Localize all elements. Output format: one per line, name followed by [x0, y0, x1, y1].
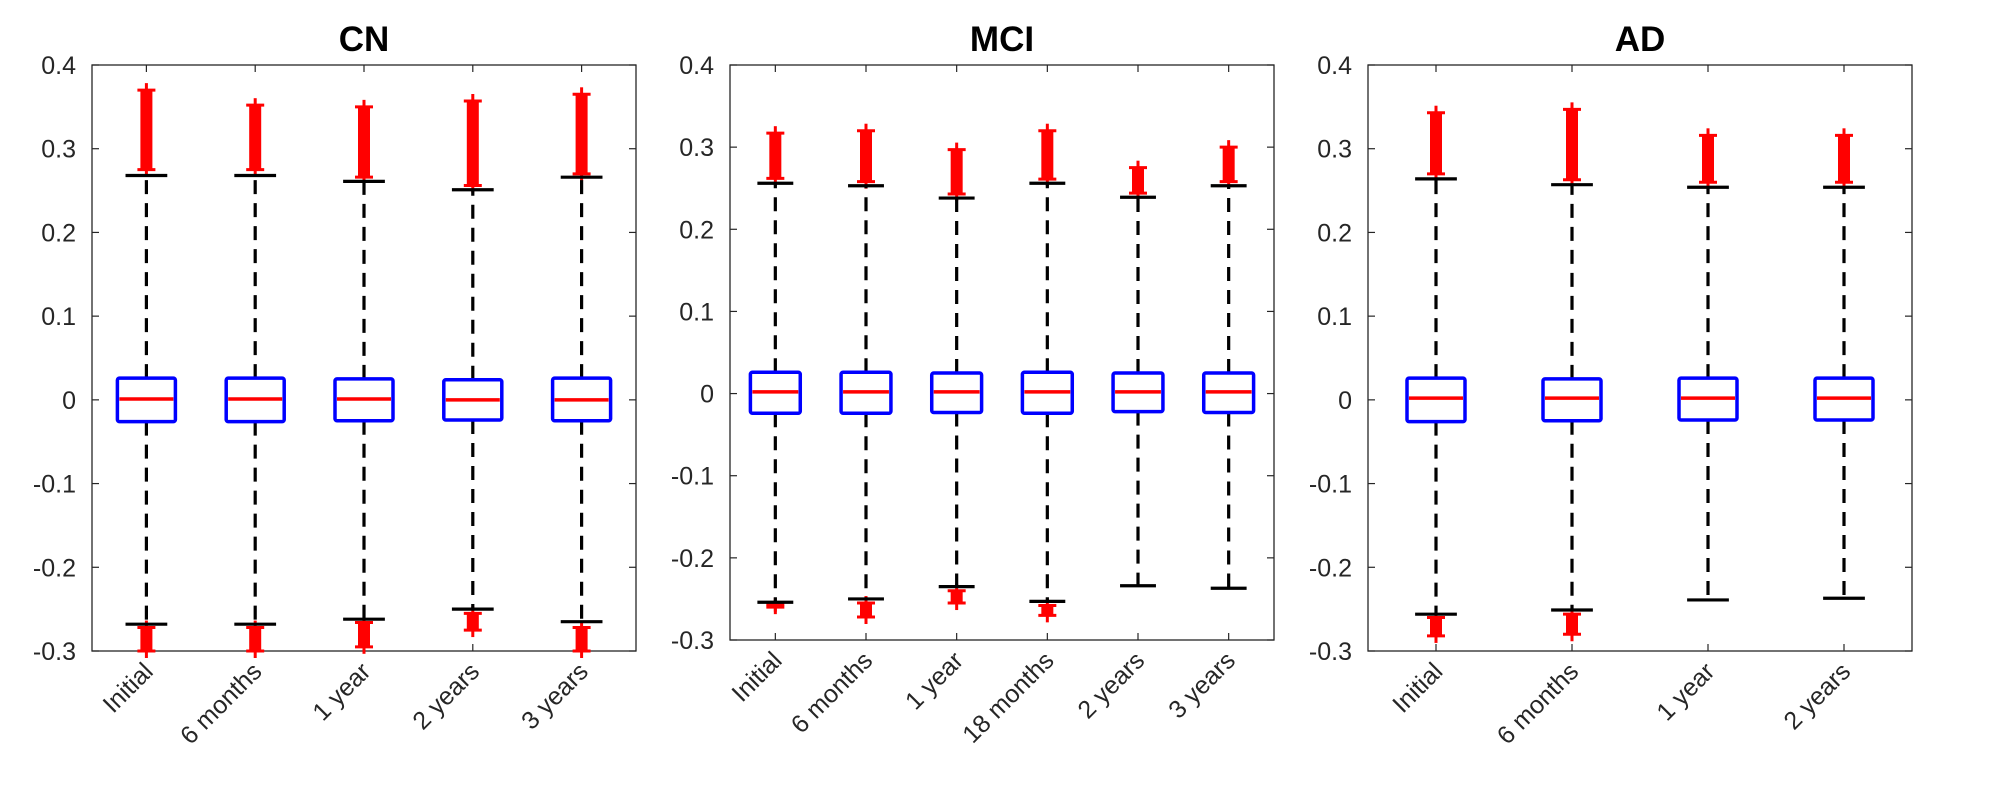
- x-tick-label: 18 months: [957, 646, 1059, 748]
- chart-title: CN: [339, 20, 390, 59]
- outliers-high-cluster: [769, 133, 782, 179]
- box-initial: Initial: [726, 65, 803, 708]
- y-tick-label: 0.1: [679, 298, 714, 326]
- y-tick-label: 0: [62, 387, 76, 415]
- outliers-low-cluster: [575, 627, 588, 651]
- x-tick-label: 6 months: [1492, 657, 1585, 750]
- outliers-low-cluster: [1430, 617, 1442, 636]
- box-2-years: 2 years: [407, 65, 504, 735]
- x-tick-label: Initial: [98, 657, 159, 718]
- chart-title: MCI: [970, 20, 1034, 59]
- box-iqr: [748, 370, 803, 416]
- outliers-high-cluster: [1702, 135, 1714, 183]
- box-iqr: [550, 376, 613, 423]
- outliers-high-cluster: [358, 106, 370, 178]
- y-tick-label: -0.3: [1309, 638, 1352, 666]
- x-tick-label: 3 years: [516, 657, 594, 735]
- box-iqr: [1111, 371, 1165, 414]
- axes-frame: [1367, 64, 1913, 652]
- x-tick-label: 6 months: [175, 657, 268, 750]
- box-1-year: 1 year: [1651, 65, 1739, 726]
- box-3-years: 3 years: [516, 65, 613, 735]
- box-iqr: [929, 371, 984, 415]
- x-tick-label: 3 years: [1163, 646, 1241, 724]
- y-tick-label: 0.4: [679, 52, 714, 80]
- x-tick-label: 1 year: [900, 646, 969, 715]
- outliers-high-cluster: [466, 100, 479, 186]
- outliers-low-cluster: [1566, 614, 1578, 635]
- x-tick-label: Initial: [726, 646, 787, 707]
- x-tick-label: 2 years: [1778, 657, 1856, 735]
- outliers-high-cluster: [1132, 167, 1144, 194]
- box-iqr: [1405, 376, 1467, 424]
- y-tick-label: 0.2: [1317, 219, 1352, 247]
- y-tick-label: 0.4: [41, 52, 76, 80]
- y-tick-label: -0.1: [33, 471, 76, 499]
- outliers-low-cluster: [249, 627, 262, 651]
- outliers-high-cluster: [249, 105, 262, 170]
- y-tick-label: -0.3: [33, 638, 76, 666]
- outliers-high-cluster: [860, 130, 872, 182]
- y-tick-label: -0.1: [671, 463, 714, 491]
- box-initial: Initial: [1387, 65, 1467, 719]
- y-tick-label: -0.3: [671, 627, 714, 655]
- y-tick-label: 0.2: [679, 216, 714, 244]
- panel-ad: AD -0.3 -0.2 -0.1 0 0.1 0.2 0.3 0.4 Initial 6 mont…: [1309, 20, 1913, 750]
- y-tick-label: -0.1: [1309, 471, 1352, 499]
- y-tick-label: 0.3: [1317, 136, 1352, 164]
- y-tick-label: 0.3: [41, 136, 76, 164]
- y-tick-label: 0.1: [1317, 303, 1352, 331]
- outliers-high-cluster: [1041, 130, 1054, 180]
- x-tick-label: 2 years: [407, 657, 485, 735]
- outliers-high-cluster: [1838, 135, 1850, 183]
- box-iqr: [1813, 376, 1875, 422]
- box-18-months: 18 months: [957, 65, 1075, 749]
- x-tick-label: 2 years: [1072, 646, 1150, 724]
- box-iqr: [442, 378, 504, 422]
- box-1-year: 1 year: [307, 65, 395, 726]
- outliers-low-cluster: [140, 627, 153, 651]
- box-3-years: 3 years: [1163, 65, 1256, 724]
- box-6-months: 6 months: [175, 65, 286, 750]
- box-initial: Initial: [98, 65, 178, 719]
- outliers-low-cluster: [358, 622, 370, 647]
- axes-frame: [729, 64, 1275, 641]
- y-tick-label: 0: [700, 381, 714, 409]
- box-2-years: 2 years: [1072, 65, 1165, 724]
- box-iqr: [333, 377, 395, 423]
- box-iqr: [839, 370, 893, 416]
- box-iqr: [1541, 377, 1603, 423]
- x-tick-label: Initial: [1387, 657, 1448, 718]
- y-tick-label: -0.2: [1309, 554, 1352, 582]
- outliers-high-cluster: [950, 149, 963, 194]
- outliers-low-cluster: [466, 613, 479, 631]
- y-tick-label: 0: [1338, 387, 1352, 415]
- box-iqr: [1677, 376, 1739, 422]
- outliers-high-cluster: [575, 94, 588, 174]
- box-iqr: [1201, 371, 1256, 415]
- y-tick-label: 0.2: [41, 219, 76, 247]
- y-tick-label: 0.3: [679, 134, 714, 162]
- x-tick-label: 1 year: [1651, 657, 1720, 726]
- outliers-high-cluster: [1566, 109, 1578, 180]
- outliers-high-cluster: [1430, 112, 1442, 174]
- chart-title: AD: [1615, 20, 1666, 59]
- box-iqr: [1020, 370, 1075, 416]
- box-iqr: [224, 376, 286, 424]
- x-tick-label: 1 year: [307, 657, 376, 726]
- outliers-high-cluster: [140, 90, 153, 170]
- y-tick-label: 0.4: [1317, 52, 1352, 80]
- outliers-high-cluster: [1222, 147, 1235, 182]
- y-tick-label: -0.2: [33, 554, 76, 582]
- y-tick-label: 0.1: [41, 303, 76, 331]
- box-1-year: 1 year: [900, 65, 984, 715]
- panel-cn: CN -0.3 -0.2 -0.1 0 0.1 0.2 0.3 0.4 Initial 6 mont…: [33, 20, 637, 750]
- x-tick-label: 6 months: [786, 646, 879, 739]
- y-tick-label: -0.2: [671, 545, 714, 573]
- box-2-years: 2 years: [1778, 65, 1875, 735]
- box-iqr: [115, 376, 178, 424]
- box-6-months: 6 months: [1492, 65, 1603, 750]
